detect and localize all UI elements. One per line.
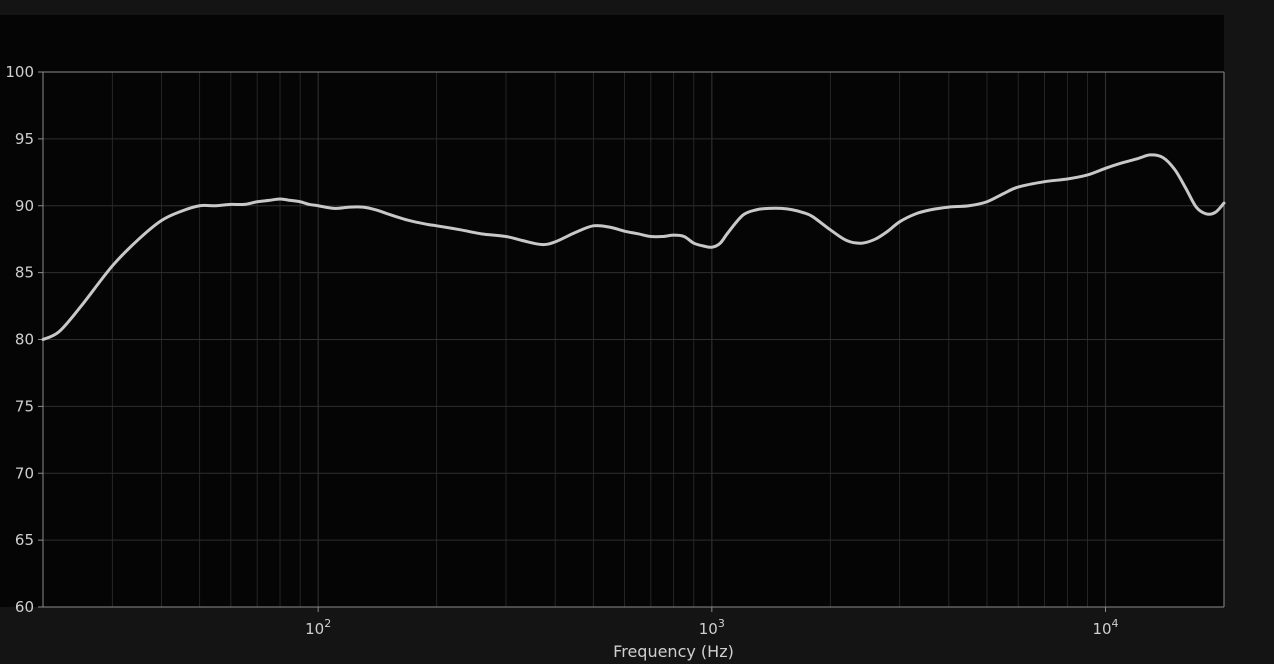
x-axis-title: Frequency (Hz): [613, 642, 734, 661]
series-layer: [41, 153, 1226, 341]
y-tick-label: 65: [15, 531, 34, 549]
y-tick-label: 85: [15, 264, 34, 282]
y-tick-label: 60: [15, 598, 34, 616]
y-tick-label: 100: [5, 63, 34, 81]
y-tick-label: 95: [15, 130, 34, 148]
axes: [42, 71, 1225, 608]
x-tick-label: 104: [1092, 617, 1118, 638]
plot-background: [0, 15, 1224, 607]
series-line: [41, 153, 1226, 341]
y-tick-labels: 60 65 70 75 80 85 90 95 100: [5, 63, 43, 616]
y-tick-label: 90: [15, 197, 34, 215]
x-tick-label: 102: [305, 617, 331, 638]
y-tick-label: 80: [15, 331, 34, 349]
y-tick-label: 70: [15, 464, 34, 482]
x-tick-labels: 102 103 104: [305, 607, 1119, 638]
x-tick-label: 103: [699, 617, 725, 638]
y-tick-label: 75: [15, 397, 34, 415]
